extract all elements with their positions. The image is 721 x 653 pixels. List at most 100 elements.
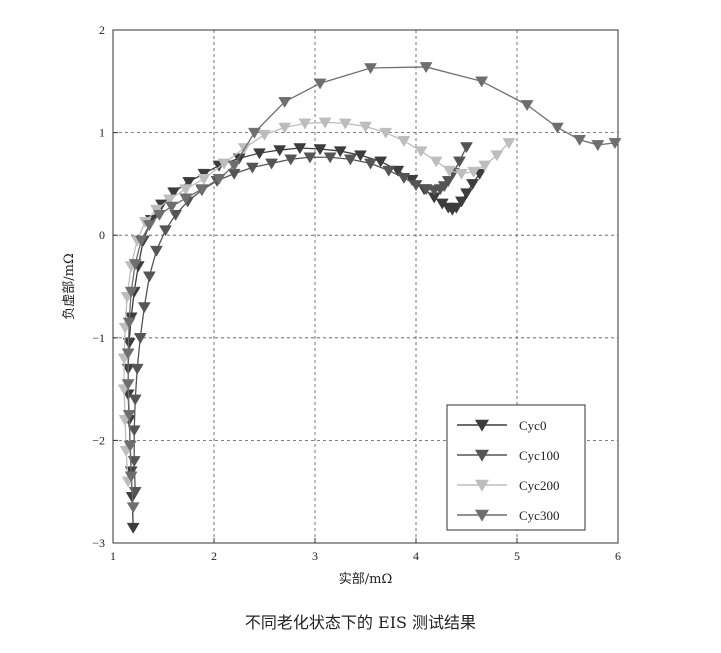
data-point	[124, 471, 138, 483]
data-point	[126, 522, 140, 534]
data-point	[122, 317, 136, 329]
data-point	[419, 62, 433, 74]
legend: Cyc0 Cyc100 Cyc200 Cyc300	[446, 404, 586, 531]
data-point	[127, 425, 141, 437]
x-tick-label: 2	[211, 549, 217, 563]
data-point	[608, 138, 622, 150]
legend-marker	[475, 449, 489, 462]
data-point	[169, 209, 183, 221]
data-point	[502, 138, 516, 150]
series-cyc100	[127, 142, 473, 498]
data-point	[284, 154, 298, 166]
data-point	[303, 152, 317, 164]
data-point	[397, 136, 411, 148]
data-point	[449, 202, 463, 214]
data-point	[429, 156, 443, 168]
data-point	[354, 150, 367, 162]
data-point	[227, 160, 241, 172]
data-point	[338, 118, 352, 130]
legend-label: Cyc200	[519, 478, 559, 493]
legend-item-cyc300: Cyc300	[457, 508, 559, 523]
data-point	[293, 143, 307, 155]
figure-caption: 不同老化状态下的 EIS 测试结果	[244, 613, 477, 632]
data-point	[232, 153, 246, 165]
data-point	[550, 122, 564, 134]
series-cyc300	[121, 62, 622, 514]
data-point	[265, 158, 279, 170]
legend-label: Cyc300	[519, 508, 559, 523]
data-point	[313, 144, 327, 156]
data-point	[126, 502, 140, 514]
data-point	[153, 209, 166, 221]
data-point	[121, 348, 135, 360]
data-point	[133, 333, 147, 344]
legend-item-cyc200: Cyc200	[457, 478, 559, 493]
y-tick-label: 2	[99, 23, 105, 37]
legend-marker	[475, 509, 489, 522]
x-tick-label: 4	[413, 549, 419, 563]
data-point	[466, 179, 479, 191]
data-point	[122, 410, 136, 421]
legend-marker	[475, 419, 489, 432]
data-point	[467, 166, 481, 178]
y-tick-label: −3	[92, 536, 105, 550]
y-tick-label: −2	[92, 433, 105, 447]
data-point	[130, 363, 144, 375]
data-point	[142, 271, 156, 283]
data-point	[159, 225, 172, 237]
data-point	[441, 176, 455, 188]
data-point	[137, 302, 151, 314]
data-point	[573, 135, 587, 146]
legend-label: Cyc0	[519, 418, 546, 433]
data-point	[379, 127, 393, 139]
data-point	[478, 160, 492, 172]
data-point	[165, 201, 179, 213]
x-tick-label: 1	[110, 549, 116, 563]
y-tick-label: 1	[99, 126, 105, 140]
data-point	[318, 117, 332, 129]
x-tick-label: 3	[312, 549, 318, 563]
data-point	[414, 146, 428, 158]
data-point	[273, 145, 287, 157]
series-line	[127, 66, 616, 508]
data-point	[123, 440, 137, 452]
data-point	[475, 76, 489, 88]
data-point	[455, 168, 468, 180]
y-tick-label: −1	[92, 331, 105, 345]
data-point	[121, 379, 135, 391]
legend-item-cyc0: Cyc0	[457, 418, 546, 433]
data-point	[452, 156, 466, 168]
data-point	[278, 97, 292, 109]
data-point	[179, 193, 193, 205]
data-point	[364, 63, 377, 75]
data-point	[391, 165, 405, 177]
data-point	[359, 121, 372, 133]
data-point	[124, 286, 138, 298]
data-point	[197, 174, 211, 185]
legend-label: Cyc100	[519, 448, 559, 463]
data-point	[591, 140, 605, 152]
data-point	[182, 177, 196, 189]
data-point	[490, 150, 504, 162]
data-point	[163, 194, 176, 206]
data-point	[258, 129, 271, 141]
plot-frame	[112, 29, 619, 544]
data-point	[278, 122, 292, 134]
data-point	[520, 100, 534, 112]
data-point	[149, 245, 163, 257]
data-point	[253, 148, 266, 160]
data-series	[117, 62, 622, 534]
x-axis-label: 实部/mΩ	[339, 572, 393, 587]
axis-ticks: 1 2 3 4 5 6 −3 −2 −1 0 1 2	[92, 23, 621, 563]
data-point	[195, 184, 209, 196]
data-point	[179, 184, 193, 196]
data-point	[333, 146, 347, 158]
data-point	[128, 259, 142, 271]
data-point	[134, 235, 148, 247]
data-point	[298, 118, 312, 130]
data-point	[247, 127, 261, 139]
legend-item-cyc100: Cyc100	[457, 448, 559, 463]
data-point	[397, 172, 411, 184]
x-tick-label: 5	[514, 549, 520, 563]
